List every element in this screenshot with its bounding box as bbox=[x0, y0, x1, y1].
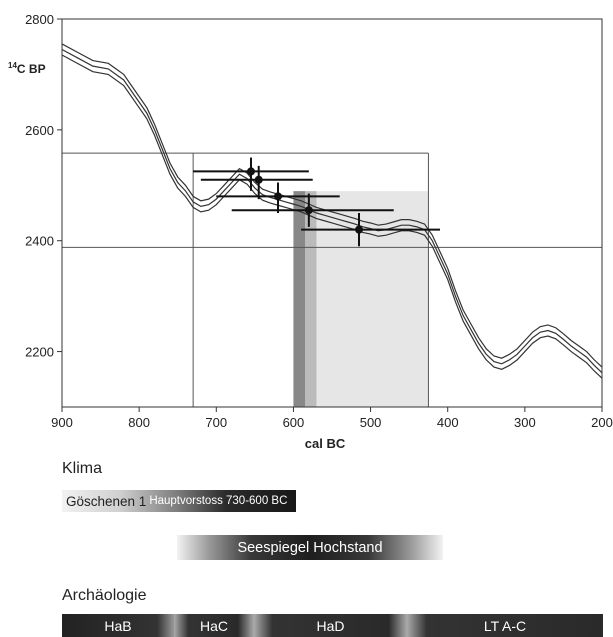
klima-heading: Klima bbox=[62, 460, 103, 477]
archaeologie-heading: Archäologie bbox=[62, 587, 147, 604]
period-hab-label: HaB bbox=[104, 617, 132, 634]
x-tick-label-800: 800 bbox=[128, 415, 150, 430]
klima-bar-hauptvorstoss-label: Hauptvorstoss 730-600 BC bbox=[149, 495, 288, 507]
klima-bar-seespiegel-label: Seespiegel Hochstand bbox=[237, 539, 383, 556]
y-tick-label-2600: 2600 bbox=[25, 123, 54, 138]
period-hac-label: HaC bbox=[199, 617, 228, 634]
period-lt-a-c-label: LT A-C bbox=[483, 617, 527, 634]
shaded-band-0 bbox=[293, 191, 305, 407]
curve-upper bbox=[61, 43, 603, 368]
measurement-point-4 bbox=[355, 225, 363, 234]
y-axis-label-superscript: 14 bbox=[8, 61, 17, 70]
period-had: HaD bbox=[254, 614, 407, 637]
x-tick-label-500: 500 bbox=[360, 415, 382, 430]
curve-middle bbox=[61, 48, 603, 374]
klima-bar-seespiegel: Seespiegel Hochstand bbox=[177, 535, 443, 560]
y-axis-label-main: C BP bbox=[17, 62, 46, 76]
measurement-point-0 bbox=[247, 167, 255, 176]
calibration-curve bbox=[61, 43, 603, 379]
measurement-point-2 bbox=[274, 192, 282, 201]
measurement-point-1 bbox=[254, 175, 263, 184]
period-hac: HaC bbox=[174, 614, 254, 637]
radiocarbon-calibration-chart: 900 800 700 600 500 400 300 200 2200 2400 2600 2800… bbox=[8, 12, 613, 451]
measurement-point-3 bbox=[304, 206, 313, 215]
axis-ticks: 900 800 700 600 500 400 300 200 2200 2400 2600 2800 bbox=[25, 12, 613, 430]
y-tick-label-2200: 2200 bbox=[25, 345, 54, 360]
period-had-label: HaD bbox=[316, 617, 345, 634]
y-tick-label-2800: 2800 bbox=[25, 12, 54, 27]
x-tick-label-200: 200 bbox=[591, 415, 613, 430]
x-tick-label-700: 700 bbox=[205, 415, 227, 430]
y-axis-label: 14C BP bbox=[8, 61, 46, 76]
curve-lower bbox=[61, 54, 603, 379]
measurement-points bbox=[193, 157, 440, 247]
x-tick-label-900: 900 bbox=[51, 415, 73, 430]
x-tick-label-300: 300 bbox=[514, 415, 536, 430]
x-tick-label-400: 400 bbox=[437, 415, 459, 430]
shaded-band-2 bbox=[316, 191, 429, 407]
x-tick-label-600: 600 bbox=[283, 415, 305, 430]
shaded-range-bands bbox=[293, 191, 429, 407]
period-hab: HaB bbox=[62, 614, 174, 637]
plot-frame bbox=[61, 18, 603, 408]
x-axis-label: cal BC bbox=[305, 436, 346, 451]
shaded-band-1 bbox=[305, 191, 317, 407]
klima-bar-goeschenen-label: Göschenen 1 bbox=[66, 493, 147, 509]
klima-bar-goeschenen: Göschenen 1 Hauptvorstoss 730-600 BC bbox=[62, 490, 296, 512]
y-tick-label-2400: 2400 bbox=[25, 234, 54, 249]
period-lt-a-c: LT A-C bbox=[407, 614, 603, 637]
